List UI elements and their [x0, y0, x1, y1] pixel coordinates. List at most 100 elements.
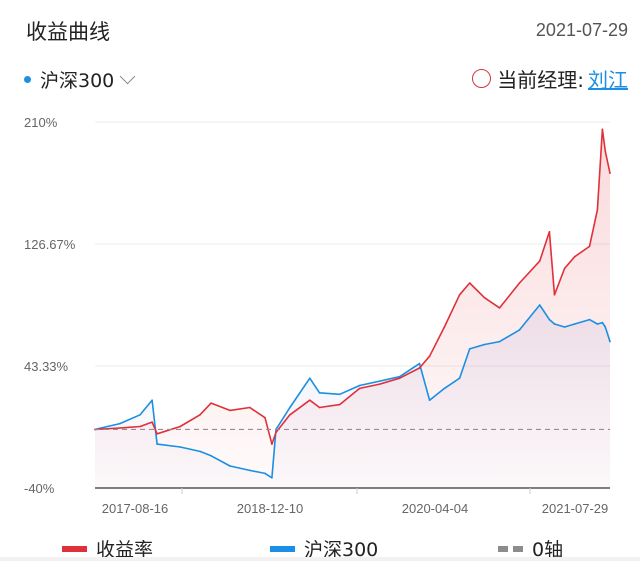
- latest-date: 2021-07-29: [535, 20, 628, 40]
- data-point: [229, 409, 231, 412]
- data-point: [596, 323, 599, 325]
- x-tick-label: 2017-08-16: [102, 501, 169, 516]
- x-tick-label: 2020-04-04: [402, 501, 469, 516]
- benchmark-label: 沪深300: [40, 70, 115, 92]
- data-point: [318, 392, 321, 394]
- legend-label: 收益率: [96, 539, 154, 561]
- chart-legend: 收益率 沪深300 0轴: [0, 535, 640, 561]
- y-tick-label: 126.67%: [24, 237, 76, 252]
- data-point: [573, 323, 576, 325]
- data-point: [588, 245, 591, 248]
- data-point: [428, 355, 431, 358]
- series-area-return: [95, 129, 610, 489]
- manager-name-link[interactable]: 刘江: [588, 68, 628, 92]
- data-point: [271, 476, 273, 479]
- legend-swatch: [62, 545, 87, 552]
- legend-label: 0轴: [532, 539, 564, 561]
- data-point: [264, 472, 266, 475]
- data-point: [308, 399, 311, 401]
- current-manager: 当前经理: 刘江: [472, 64, 628, 93]
- data-point: [275, 431, 277, 434]
- data-point: [179, 446, 181, 448]
- data-point: [289, 414, 291, 416]
- data-point: [378, 383, 381, 385]
- data-point: [596, 209, 599, 211]
- data-point: [199, 450, 201, 453]
- legend-label: 沪深300: [304, 539, 379, 561]
- data-point: [358, 384, 361, 387]
- chart-title: 收益曲线: [26, 20, 110, 44]
- data-point: [358, 387, 361, 390]
- data-point: [119, 427, 121, 429]
- data-point: [378, 380, 381, 382]
- data-point: [428, 399, 431, 401]
- data-point: [229, 465, 231, 467]
- data-point: [156, 443, 158, 445]
- data-point: [151, 421, 153, 423]
- data-point: [199, 414, 201, 416]
- legend-item-hs300[interactable]: 沪深300: [270, 535, 378, 562]
- data-point: [398, 377, 401, 380]
- data-point: [604, 150, 607, 153]
- data-point: [156, 433, 158, 435]
- data-point: [289, 406, 291, 409]
- data-point: [139, 425, 141, 428]
- data-point: [271, 443, 273, 445]
- data-point: [139, 414, 141, 416]
- series-line-return: [94, 128, 611, 445]
- benchmark-selector[interactable]: 沪深300: [24, 66, 136, 93]
- data-point: [518, 282, 521, 284]
- data-point: [609, 172, 611, 175]
- data-point: [498, 307, 501, 309]
- data-point: [563, 326, 566, 328]
- data-point: [601, 128, 604, 131]
- data-point: [264, 416, 266, 419]
- data-point: [210, 454, 212, 457]
- data-point: [308, 377, 311, 380]
- circle-icon: [472, 69, 492, 88]
- legend-item-zero-axis[interactable]: 0轴: [498, 535, 563, 562]
- data-point: [458, 377, 461, 380]
- data-point: [443, 326, 446, 328]
- data-point: [119, 422, 121, 425]
- data-point: [418, 362, 421, 365]
- data-point: [548, 318, 551, 321]
- benchmark-dot-icon: [24, 76, 31, 83]
- data-point: [601, 321, 604, 324]
- data-point: [249, 469, 251, 472]
- data-point: [443, 387, 446, 390]
- return-chart: 210% 126.67% 43.33% -40% 2017-08-16 2018-12-1…: [24, 115, 611, 516]
- data-point: [563, 267, 566, 270]
- data-point: [318, 406, 321, 409]
- data-point: [483, 343, 486, 346]
- data-point: [538, 304, 541, 306]
- data-point: [609, 340, 611, 343]
- y-tick-label: -40%: [24, 481, 55, 496]
- bottom-divider: [0, 557, 640, 561]
- x-tick-label: 2021-07-29: [542, 501, 609, 516]
- data-point: [548, 231, 551, 233]
- data-point: [538, 260, 541, 262]
- data-point: [588, 318, 591, 321]
- data-point: [338, 403, 341, 406]
- data-point: [604, 326, 607, 328]
- data-point: [338, 393, 341, 396]
- data-point: [418, 367, 421, 369]
- data-point: [498, 340, 501, 343]
- data-point: [553, 293, 556, 296]
- legend-swatch: [513, 545, 523, 552]
- series-line-hs300: [94, 304, 611, 479]
- data-point: [151, 399, 153, 401]
- legend-swatch: [498, 545, 508, 552]
- data-point: [468, 348, 471, 350]
- x-tick-label: 2018-12-10: [237, 501, 304, 516]
- data-point: [458, 293, 461, 296]
- y-tick-label: 210%: [24, 115, 58, 130]
- data-point: [210, 402, 212, 404]
- data-point: [249, 406, 251, 409]
- data-point: [573, 255, 576, 258]
- legend-swatch: [270, 545, 295, 552]
- data-point: [468, 282, 471, 284]
- legend-item-return[interactable]: 收益率: [62, 535, 153, 562]
- data-point: [518, 329, 521, 331]
